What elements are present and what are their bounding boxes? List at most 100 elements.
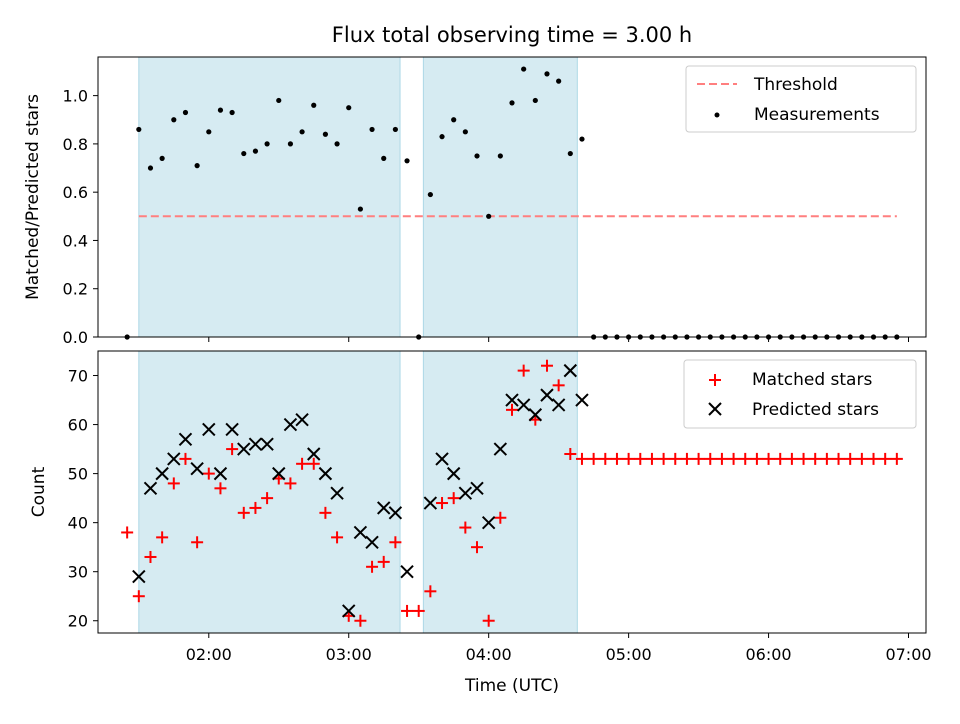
predicted-star-marker xyxy=(516,398,531,412)
predicted-star-marker xyxy=(353,525,368,540)
top-legend-box xyxy=(685,65,917,133)
measurement-point xyxy=(252,148,259,154)
measurement-point xyxy=(369,126,375,133)
predicted-star-marker xyxy=(423,496,438,510)
predicted-star-marker xyxy=(400,564,414,579)
matched-star-marker xyxy=(704,452,717,465)
matched-star-marker xyxy=(552,379,565,392)
bottom-shaded-span xyxy=(138,350,401,634)
matched-star-marker xyxy=(517,364,530,377)
matched-star-marker xyxy=(832,452,845,465)
bottom-y-tick-label: 60 xyxy=(68,416,88,435)
measurement-point xyxy=(579,136,585,142)
matched-star-marker xyxy=(669,452,682,465)
predicted-star-marker xyxy=(365,535,379,549)
predicted-star-marker xyxy=(342,604,356,618)
bottom-x-tick-label: 02:00 xyxy=(186,645,232,664)
measurements-legend-swatch xyxy=(714,112,720,118)
predicted-star-marker xyxy=(307,447,321,461)
predicted-star-marker xyxy=(528,408,543,422)
matched-star-marker xyxy=(809,452,822,465)
matched-star-marker xyxy=(762,452,775,465)
matched-star-marker xyxy=(890,452,903,465)
top-x-axis xyxy=(208,337,910,342)
matched-star-marker xyxy=(436,497,449,510)
matched-star-marker xyxy=(132,590,145,603)
measurement-point xyxy=(182,109,189,116)
matched-star-marker xyxy=(354,614,367,627)
matched-star-marker xyxy=(214,482,227,495)
predicted-star-marker xyxy=(540,388,554,402)
bottom-x-axis: 02:00 03:00 04:00 05:00 06:00 07:00 xyxy=(186,633,932,664)
matched-star-marker xyxy=(645,452,658,465)
matched-star-marker xyxy=(867,452,880,465)
matched-star-marker xyxy=(599,452,612,465)
matched-star-marker xyxy=(191,536,204,549)
measurement-point xyxy=(392,126,398,133)
matched-star-marker xyxy=(750,452,763,465)
matched-star-marker xyxy=(820,452,833,465)
top-y-tick-label: 1.0 xyxy=(63,87,88,106)
bottom-y-tick-label: 70 xyxy=(68,367,88,386)
top-y-axis: 0.0 0.2 0.4 0.6 0.8 1.0 xyxy=(63,87,98,347)
predicted-star-marker xyxy=(563,363,578,378)
matched-star-marker xyxy=(296,457,309,470)
matched-star-marker xyxy=(401,604,414,617)
measurement-point xyxy=(206,129,212,135)
bottom-y-tick-label: 20 xyxy=(68,612,88,631)
predicted-star-marker xyxy=(260,437,274,451)
measurement-point xyxy=(439,134,445,140)
matched-star-marker xyxy=(622,452,635,465)
top-panel: 0.0 0.2 0.4 0.6 0.8 1.0 Matched/Predicted sta… xyxy=(23,56,927,347)
measurement-point xyxy=(497,153,503,159)
top-y-axis-label: Matched/Predicted stars xyxy=(23,94,43,300)
measurement-point xyxy=(451,117,457,123)
predicted-star-marker xyxy=(505,393,519,407)
x-axis-label: Time (UTC) xyxy=(464,676,559,696)
predicted-star-marker xyxy=(272,466,286,481)
matched-star-marker xyxy=(424,585,437,598)
matched-star-marker xyxy=(202,467,215,480)
matched-star-marker xyxy=(634,452,647,465)
measurement-point xyxy=(404,158,410,164)
matched-star-marker xyxy=(412,604,425,617)
matched-star-marker xyxy=(179,452,192,465)
measurement-point xyxy=(381,155,387,161)
predicted-star-marker xyxy=(446,466,461,481)
matched-star-marker xyxy=(564,447,577,460)
predicted-star-marker xyxy=(202,422,216,437)
top-shaded-span xyxy=(138,56,401,338)
measurement-point xyxy=(532,97,538,104)
predicted-star-marker xyxy=(377,501,391,515)
bottom-y-axis: 20 30 40 50 60 70 xyxy=(68,367,98,631)
measurement-point xyxy=(299,129,305,135)
matched-legend-label: Matched stars xyxy=(752,370,872,390)
measurement-point xyxy=(311,102,317,108)
matched-star-marker xyxy=(657,452,670,465)
matched-star-marker xyxy=(680,452,693,465)
matched-star-marker xyxy=(226,443,239,456)
matched-star-marker xyxy=(575,452,588,465)
matched-star-marker xyxy=(506,403,518,416)
count-points xyxy=(121,359,903,627)
predicted-star-marker xyxy=(481,515,496,530)
bottom-legend-box xyxy=(683,359,917,429)
matched-star-marker xyxy=(715,452,728,465)
measurement-point xyxy=(567,150,573,157)
top-legend: Threshold Measurements xyxy=(685,65,917,133)
matched-star-marker xyxy=(389,536,402,549)
measurement-point xyxy=(194,163,200,169)
matched-star-marker xyxy=(366,560,379,573)
matched-star-marker xyxy=(249,501,262,514)
bottom-x-tick-label: 06:00 xyxy=(746,645,792,664)
measurement-point xyxy=(229,109,235,116)
measurement-point xyxy=(136,126,142,133)
matched-star-marker xyxy=(844,452,857,465)
matched-star-marker xyxy=(284,477,297,490)
measurement-point xyxy=(521,66,527,72)
measurement-point xyxy=(346,105,352,111)
bottom-x-tick-label: 03:00 xyxy=(326,645,372,664)
matched-star-marker xyxy=(447,492,460,505)
measurement-point xyxy=(276,97,282,104)
bottom-plot-frame xyxy=(97,350,927,634)
